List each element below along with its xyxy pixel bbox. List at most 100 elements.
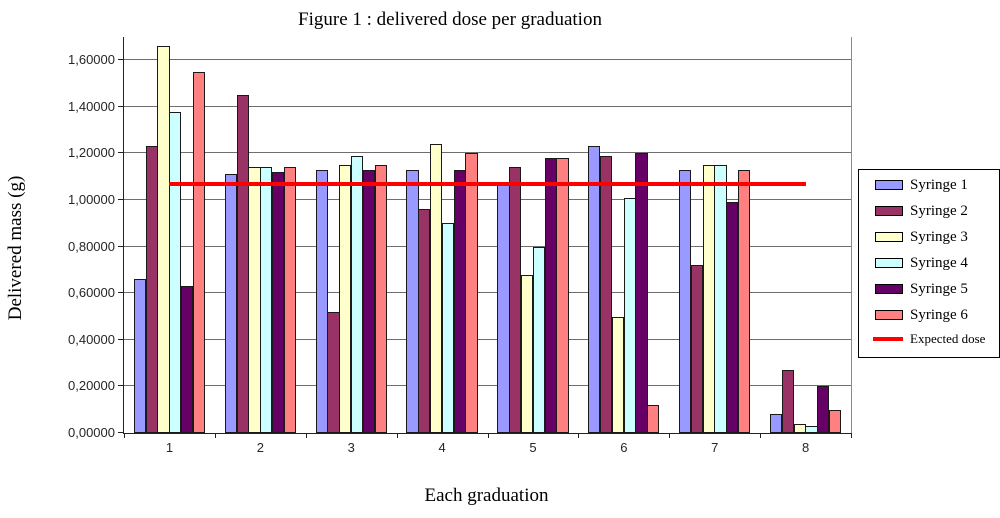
bar-syringe-6-cat-4 [465,153,478,433]
x-category-label: 8 [801,440,810,455]
x-category-label: 7 [711,440,719,455]
gridline [124,292,851,294]
y-tick-mark [118,432,123,433]
legend-label: Syringe 4 [910,254,968,271]
bar-syringe-4-cat-5 [532,246,545,433]
gridline [124,199,851,201]
bar-syringe-1-cat-8 [769,414,783,433]
bar-syringe-3-cat-3 [339,165,352,433]
x-category-label: 3 [347,440,355,455]
y-tick-mark [118,59,123,61]
bar-syringe-2-cat-2 [236,95,249,433]
bar-syringe-5-cat-6 [635,153,648,433]
gridline [124,152,851,154]
x-category-label: 5 [529,440,537,455]
bar-syringe-4-cat-3 [350,155,364,433]
bar-syringe-3-cat-5 [520,274,534,433]
gridline [124,59,851,61]
bar-syringe-4-cat-2 [260,167,273,433]
expected-dose-line [169,181,806,186]
bar-syringe-2-cat-4 [418,209,431,433]
legend-entry-syringe-5: Syringe 5 [859,279,999,299]
bar-syringe-1-cat-6 [588,146,601,433]
legend-label: Syringe 3 [910,228,968,245]
x-tick-mark [851,433,852,438]
bar-syringe-2-cat-5 [509,167,522,433]
bar-syringe-6-cat-7 [738,169,751,433]
gridline [124,385,851,387]
gridline [124,338,851,340]
bar-syringe-5-cat-2 [271,172,285,433]
bar-syringe-6-cat-8 [828,409,842,433]
y-tick-label: 0,40000 [68,331,115,347]
bar-syringe-5-cat-1 [181,286,194,433]
bar-syringe-4-cat-6 [623,197,636,433]
legend-label: Syringe 2 [910,202,968,219]
y-tick-mark [118,245,123,247]
legend-label: Syringe 1 [910,176,968,193]
x-tick-mark [124,433,125,438]
x-tick-mark [305,433,307,438]
y-tick-mark [118,385,123,387]
legend-swatch-syringe-5 [875,284,903,294]
y-tick-label: 1,20000 [68,145,115,161]
y-tick-mark [118,199,123,201]
bar-syringe-3-cat-1 [157,46,170,433]
bar-syringe-3-cat-8 [793,423,806,433]
bar-syringe-5-cat-3 [362,169,375,433]
y-tick-label: 0,20000 [68,378,115,394]
bar-syringe-1-cat-7 [679,169,692,433]
bar-syringe-6-cat-2 [283,167,296,433]
chart-title: Figure 1 : delivered dose per graduation [298,9,602,30]
gridline [124,105,851,107]
legend-label: Syringe 6 [910,306,968,323]
bar-syringe-4-cat-4 [441,223,455,433]
legend-swatch-syringe-2 [875,206,903,216]
legend-entry-syringe-1: Syringe 1 [859,175,999,195]
y-tick-label: 0,00000 [68,425,115,440]
bar-syringe-5-cat-8 [817,386,830,433]
bar-syringe-4-cat-7 [714,165,727,433]
bar-syringe-2-cat-3 [327,311,340,433]
x-category-label: 4 [438,440,446,455]
y-tick-mark [118,338,123,340]
y-tick-label: 0,80000 [68,238,115,254]
bar-syringe-5-cat-5 [544,158,557,433]
legend-entry-syringe-3: Syringe 3 [859,227,999,247]
x-axis-title: Each graduation [424,485,549,506]
x-category-label: 6 [620,440,628,455]
x-category-label: 2 [256,440,264,455]
bar-syringe-4-cat-1 [169,111,182,433]
bar-syringe-4-cat-8 [805,426,818,433]
bar-syringe-2-cat-1 [145,146,158,433]
legend-entry-expected-dose: Expected dose [859,329,999,349]
bar-syringe-3-cat-6 [611,316,624,433]
bar-syringe-1-cat-4 [406,169,419,433]
y-tick-mark [118,292,123,294]
x-tick-mark [487,433,489,438]
legend-label: Syringe 5 [910,280,968,297]
bar-syringe-1-cat-1 [133,279,147,433]
y-tick-mark [118,105,123,107]
plot-area: 0,00000 0,20000 0,40000 0,60000 0,80000 1,000… [68,37,852,455]
legend-swatch-syringe-1 [875,180,903,190]
legend-swatch-syringe-6 [875,310,903,320]
bar-syringe-1-cat-5 [497,183,510,433]
legend-entry-syringe-4: Syringe 4 [859,253,999,273]
bar-syringe-3-cat-4 [430,144,443,433]
bar-syringe-6-cat-5 [556,158,569,433]
bar-syringe-3-cat-7 [702,165,715,433]
bar-syringe-3-cat-2 [248,167,261,433]
bar-syringe-5-cat-4 [453,169,466,433]
y-tick-label: 1,40000 [68,98,115,114]
bar-syringe-2-cat-6 [600,155,613,433]
legend-label: Expected dose [910,331,986,346]
legend-swatch-syringe-4 [875,258,903,268]
x-tick-mark [396,433,398,438]
bar-syringe-2-cat-7 [690,265,704,433]
bar-syringe-1-cat-2 [224,174,237,433]
legend-entry-syringe-6: Syringe 6 [859,305,999,325]
y-axis-title: Delivered mass (g) [5,175,26,321]
legend: Syringe 1 Syringe 2 Syringe 3 Syringe 4 Syri… [858,169,1000,358]
legend-entry-syringe-2: Syringe 2 [859,201,999,221]
